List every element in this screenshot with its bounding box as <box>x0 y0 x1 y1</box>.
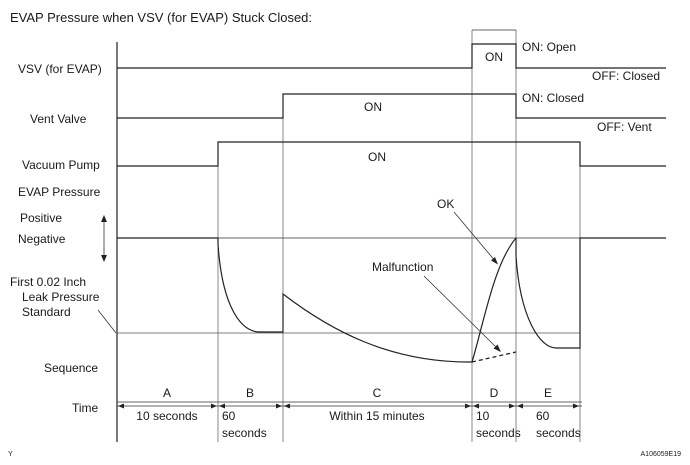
vsv-on-note: ON: Open <box>522 40 576 54</box>
vsv-signal-trace <box>117 43 666 69</box>
row-label-time: Time <box>72 401 99 415</box>
vacuum-pump-signal-trace <box>117 141 666 167</box>
sequence-label-c: C <box>373 386 382 400</box>
duration-b-line1: 60 <box>222 409 236 423</box>
row-label-vacuum-pump: Vacuum Pump <box>22 158 100 172</box>
vacuum-pump-on-label: ON <box>368 150 386 164</box>
evap-pressure-recovery-trace <box>515 237 666 349</box>
sequence-label-e: E <box>544 386 552 400</box>
pressure-direction-arrow <box>101 215 107 262</box>
row-label-vent-valve: Vent Valve <box>30 112 87 126</box>
evap-pressure-ok-trace <box>471 237 517 363</box>
vent-valve-signal-trace <box>117 93 666 119</box>
sequence-label-b: B <box>246 386 254 400</box>
row-label-leak-line3: Standard <box>22 305 71 319</box>
vsv-on-label: ON <box>485 50 503 64</box>
sequence-label-d: D <box>490 386 499 400</box>
row-label-leak-line2: Leak Pressure <box>22 290 100 304</box>
duration-b-line2: seconds <box>222 426 267 440</box>
duration-d-line1: 10 <box>476 409 490 423</box>
duration-c: Within 15 minutes <box>329 409 424 423</box>
row-label-positive: Positive <box>20 211 62 225</box>
evap-pressure-trace <box>117 237 473 363</box>
duration-e-line2: seconds <box>536 426 581 440</box>
diagram-title: EVAP Pressure when VSV (for EVAP) Stuck … <box>10 10 312 25</box>
vent-valve-off-note: OFF: Vent <box>597 120 652 134</box>
evap-pressure-malfunction-trace <box>471 351 517 363</box>
vent-valve-on-label: ON <box>364 100 382 114</box>
figure-code: A106059E19 <box>641 451 682 458</box>
footer-left-mark: Y <box>8 451 13 458</box>
duration-d-line2: seconds <box>476 426 521 440</box>
row-label-leak-line1: First 0.02 Inch <box>10 275 86 289</box>
malfunction-annotation-arrow <box>423 275 501 352</box>
leak-standard-leader <box>97 309 117 334</box>
malfunction-annotation-label: Malfunction <box>372 260 433 274</box>
vent-valve-on-note: ON: Closed <box>522 91 584 105</box>
ok-annotation-arrow <box>453 211 498 265</box>
ok-annotation-label: OK <box>437 197 454 211</box>
vsv-off-note: OFF: Closed <box>592 69 660 83</box>
row-label-sequence: Sequence <box>44 361 98 375</box>
row-label-vsv: VSV (for EVAP) <box>18 62 102 76</box>
row-label-evap-pressure: EVAP Pressure <box>18 185 101 199</box>
duration-e-line1: 60 <box>536 409 550 423</box>
time-dimension-arrows <box>117 403 582 409</box>
row-label-negative: Negative <box>18 232 66 246</box>
sequence-label-a: A <box>163 386 171 400</box>
duration-a: 10 seconds <box>136 409 197 423</box>
